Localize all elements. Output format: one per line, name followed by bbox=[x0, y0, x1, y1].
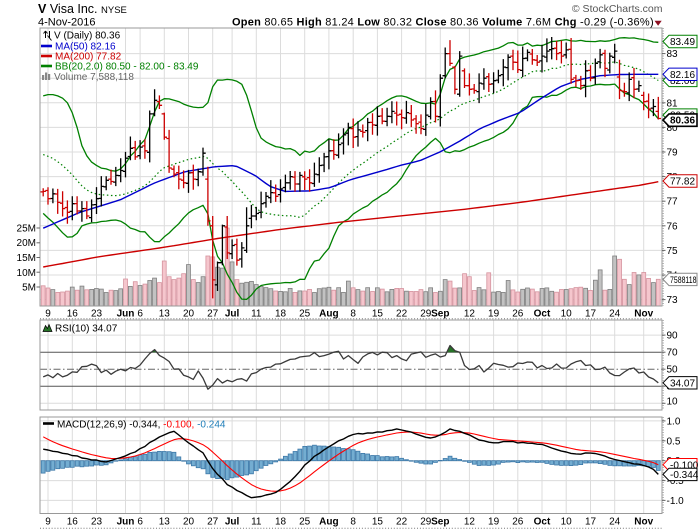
svg-text:Jul: Jul bbox=[225, 517, 240, 528]
svg-text:22: 22 bbox=[396, 517, 408, 528]
svg-text:79: 79 bbox=[667, 148, 679, 159]
svg-text:-0.344: -0.344 bbox=[670, 470, 699, 481]
svg-text:Sep: Sep bbox=[431, 517, 449, 528]
svg-text:18: 18 bbox=[275, 517, 287, 528]
svg-text:10: 10 bbox=[667, 396, 679, 407]
svg-text:Aug: Aug bbox=[319, 517, 338, 528]
svg-text:82.00: 82.00 bbox=[670, 76, 695, 87]
svg-text:25: 25 bbox=[299, 309, 311, 320]
svg-text:BB(20,2.0) 80.50 - 82.00 - 83.: BB(20,2.0) 80.50 - 82.00 - 83.49 bbox=[55, 62, 199, 73]
svg-text:82.16: 82.16 bbox=[670, 70, 695, 81]
svg-text:-0.100: -0.100 bbox=[670, 460, 699, 471]
svg-text:27: 27 bbox=[207, 517, 219, 528]
svg-text:24: 24 bbox=[609, 517, 621, 528]
svg-text:8: 8 bbox=[350, 309, 356, 320]
svg-text:29: 29 bbox=[420, 517, 432, 528]
svg-text:-0.5: -0.5 bbox=[667, 476, 685, 487]
svg-text:83: 83 bbox=[667, 49, 679, 60]
svg-text:Nov: Nov bbox=[634, 517, 653, 528]
svg-text:16: 16 bbox=[67, 517, 79, 528]
svg-text:MA(50) 82.16: MA(50) 82.16 bbox=[55, 42, 116, 53]
svg-text:83.49: 83.49 bbox=[670, 37, 695, 48]
svg-text:20M: 20M bbox=[17, 238, 36, 249]
svg-text:73: 73 bbox=[667, 295, 679, 306]
svg-text:29: 29 bbox=[420, 309, 432, 320]
svg-text:Oct: Oct bbox=[534, 517, 551, 528]
svg-text:77.82: 77.82 bbox=[670, 177, 695, 188]
svg-text:13: 13 bbox=[159, 517, 171, 528]
svg-text:Oct: Oct bbox=[534, 309, 551, 320]
svg-text:12: 12 bbox=[464, 309, 476, 320]
svg-text:34.07: 34.07 bbox=[670, 378, 695, 389]
svg-text:76: 76 bbox=[667, 221, 679, 232]
svg-text:17: 17 bbox=[585, 517, 597, 528]
svg-text:25M: 25M bbox=[17, 224, 36, 235]
svg-text:90: 90 bbox=[667, 331, 679, 342]
svg-text:81: 81 bbox=[667, 98, 679, 109]
svg-text:-1.0: -1.0 bbox=[667, 496, 685, 507]
svg-text:19: 19 bbox=[488, 517, 500, 528]
svg-text:5M: 5M bbox=[22, 283, 36, 294]
svg-text:Jul: Jul bbox=[225, 309, 240, 320]
svg-text:Jun: Jun bbox=[117, 309, 135, 320]
svg-text:9: 9 bbox=[45, 517, 51, 528]
svg-text:Nov: Nov bbox=[634, 309, 653, 320]
svg-text:23: 23 bbox=[91, 517, 103, 528]
svg-text:Volume 7,588,118: Volume 7,588,118 bbox=[54, 72, 134, 83]
svg-text:Open 80.65 High 81.24 Low 80.3: Open 80.65 High 81.24 Low 80.32 Close 80… bbox=[232, 17, 654, 29]
svg-text:15: 15 bbox=[372, 309, 384, 320]
svg-text:11: 11 bbox=[251, 517, 262, 528]
svg-text:26: 26 bbox=[512, 309, 524, 320]
svg-text:13: 13 bbox=[159, 309, 171, 320]
svg-text:10: 10 bbox=[561, 517, 573, 528]
svg-text:16: 16 bbox=[67, 309, 79, 320]
svg-text:20: 20 bbox=[183, 309, 195, 320]
svg-text:15M: 15M bbox=[17, 253, 36, 264]
svg-text:Jun: Jun bbox=[117, 517, 135, 528]
svg-text:Aug: Aug bbox=[319, 309, 338, 320]
svg-text:V (Daily) 80.36: V (Daily) 80.36 bbox=[54, 31, 121, 42]
svg-text:25: 25 bbox=[299, 517, 311, 528]
svg-text:75: 75 bbox=[667, 246, 679, 257]
svg-text:6: 6 bbox=[137, 517, 143, 528]
svg-text:50: 50 bbox=[667, 365, 679, 376]
svg-text:10M: 10M bbox=[17, 268, 36, 279]
svg-text:RSI(10) 34.07: RSI(10) 34.07 bbox=[55, 324, 118, 335]
svg-text:MA(200) 77.82: MA(200) 77.82 bbox=[55, 52, 122, 63]
svg-text:23: 23 bbox=[91, 309, 103, 320]
svg-text:11: 11 bbox=[251, 309, 262, 320]
svg-text:V Visa Inc. NYSE: V Visa Inc. NYSE bbox=[38, 2, 127, 16]
svg-text:MACD(12,26,9) -0.344, -0.100,: MACD(12,26,9) -0.344, -0.100, -0.244 bbox=[57, 420, 226, 431]
svg-text:6: 6 bbox=[137, 309, 143, 320]
svg-text:77: 77 bbox=[667, 197, 679, 208]
svg-text:4-Nov-2016: 4-Nov-2016 bbox=[38, 17, 95, 29]
svg-text:8: 8 bbox=[350, 517, 356, 528]
svg-text:80: 80 bbox=[667, 123, 679, 134]
svg-text:© StockCharts.com: © StockCharts.com bbox=[572, 3, 663, 15]
svg-text:Sep: Sep bbox=[431, 309, 449, 320]
svg-text:18: 18 bbox=[275, 309, 287, 320]
svg-text:24: 24 bbox=[609, 309, 621, 320]
svg-text:27: 27 bbox=[207, 309, 219, 320]
svg-text:80.36: 80.36 bbox=[670, 116, 695, 127]
svg-text:10: 10 bbox=[561, 309, 573, 320]
svg-text:1.0: 1.0 bbox=[667, 416, 681, 427]
svg-text:17: 17 bbox=[585, 309, 597, 320]
svg-text:19: 19 bbox=[488, 309, 500, 320]
svg-text:9: 9 bbox=[45, 309, 51, 320]
svg-text:70: 70 bbox=[667, 348, 679, 359]
svg-text:7588118: 7588118 bbox=[670, 275, 697, 285]
svg-text:20: 20 bbox=[183, 517, 195, 528]
svg-text:26: 26 bbox=[512, 517, 524, 528]
svg-text:22: 22 bbox=[396, 309, 408, 320]
svg-text:15: 15 bbox=[372, 517, 384, 528]
svg-text:0.5: 0.5 bbox=[667, 436, 681, 447]
svg-text:12: 12 bbox=[464, 517, 476, 528]
